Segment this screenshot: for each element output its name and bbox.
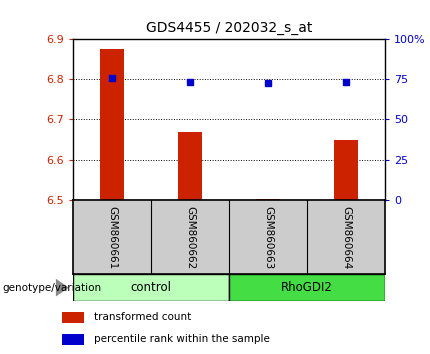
Text: GSM860661: GSM860661 [107,206,117,269]
Title: GDS4455 / 202032_s_at: GDS4455 / 202032_s_at [146,21,312,35]
Bar [100,49,124,200]
Text: genotype/variation: genotype/variation [2,282,101,293]
Text: GSM860662: GSM860662 [185,206,195,269]
Text: percentile rank within the sample: percentile rank within the sample [94,335,270,344]
Text: RhoGDI2: RhoGDI2 [281,281,333,294]
Bar [229,274,385,301]
Polygon shape [56,279,69,296]
Bar [73,274,229,301]
Bar [62,312,83,322]
Text: control: control [131,281,172,294]
Bar [256,199,280,200]
Text: GSM860664: GSM860664 [341,206,351,269]
Bar [178,132,202,200]
Bar [62,334,83,345]
Bar [334,141,358,200]
Text: GSM860663: GSM860663 [263,206,273,269]
Text: transformed count: transformed count [94,312,191,322]
